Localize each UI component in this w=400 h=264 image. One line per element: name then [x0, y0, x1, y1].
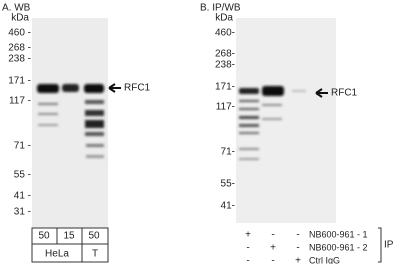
ip-sign: + — [245, 230, 251, 241]
marker-label: 71 - — [14, 141, 31, 152]
blot-b — [236, 18, 336, 223]
ip-row-label: NB600-961 - 2 — [309, 242, 368, 252]
marker-label: 71- — [221, 147, 235, 158]
ip-sign: + — [295, 256, 301, 264]
ip-row-label: Ctrl IgG — [309, 255, 340, 264]
bracket — [378, 227, 382, 263]
marker-label: 460 - — [8, 28, 31, 39]
marker-label: 268- — [215, 49, 235, 60]
marker-label: 460- — [215, 28, 235, 39]
marker-label: 55- — [221, 179, 235, 190]
lane-label: 50 — [38, 231, 50, 242]
marker-label: 117- — [216, 102, 235, 113]
group-label: HeLa — [45, 249, 69, 260]
target-label: RFC1 — [331, 88, 358, 99]
marker-label: 41 - — [14, 191, 31, 202]
marker-label: 41- — [221, 201, 235, 212]
arrow — [108, 83, 121, 93]
panel-title: A. WB — [2, 3, 31, 14]
ip-row-label: NB600-961 - 1 — [309, 229, 368, 239]
lane-label: 15 — [63, 231, 75, 242]
group-label: T — [92, 249, 98, 260]
marker-label: 171- — [215, 82, 235, 93]
bands-a — [37, 84, 104, 158]
marker-label: 238 - — [8, 54, 31, 65]
ip-sign: - — [246, 243, 249, 254]
panel-title: B. IP/WB — [200, 3, 241, 14]
marker-label: 268 - — [8, 43, 31, 54]
bands-b — [239, 86, 306, 160]
lane-table — [31, 227, 109, 263]
marker-label: 31 - — [14, 207, 31, 218]
unit: kDa — [215, 13, 233, 24]
ip-sign: - — [296, 243, 299, 254]
ip-label: IP — [384, 240, 394, 251]
marker-label: 117 - — [9, 96, 31, 107]
target-label: RFC1 — [124, 83, 151, 94]
marker-label: 238- — [215, 60, 235, 71]
ip-sign: - — [246, 256, 249, 264]
ip-sign: + — [270, 243, 276, 254]
marker-label: 55 - — [14, 170, 31, 181]
ip-sign: - — [271, 230, 274, 241]
unit: kDa — [11, 13, 29, 24]
ip-sign: - — [296, 230, 299, 241]
lane-label: 50 — [88, 231, 100, 242]
ip-sign: - — [271, 256, 274, 264]
arrow — [315, 88, 328, 98]
marker-label: 171 - — [8, 76, 31, 87]
